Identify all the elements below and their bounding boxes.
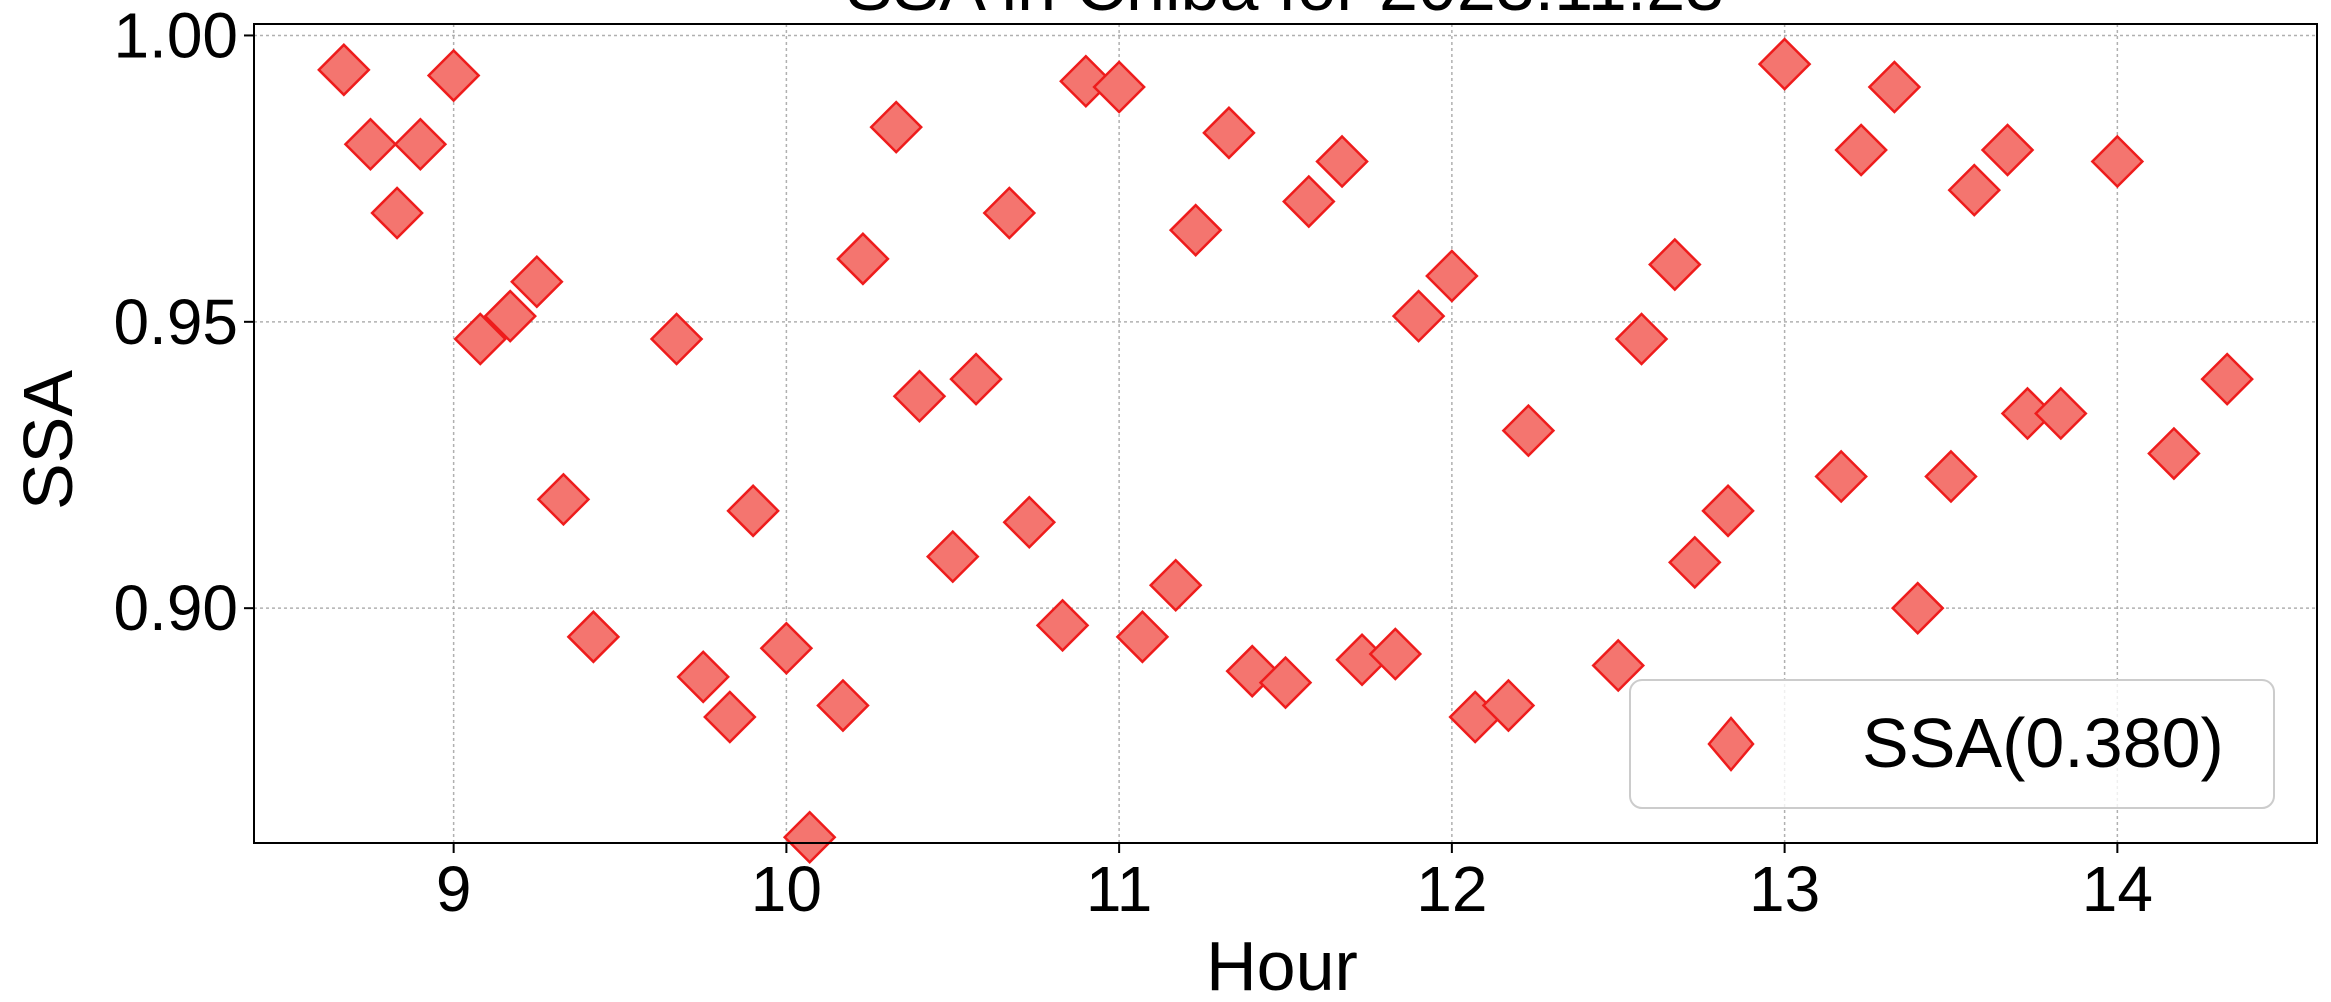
x-tick-label: 13 (1749, 853, 1820, 925)
data-point (510, 254, 564, 309)
x-tick-label: 11 (1086, 853, 1152, 925)
legend-label: SSA(0.380) (1862, 704, 2224, 782)
legend: SSA(0.380) (1629, 679, 2275, 809)
data-point (1368, 627, 1423, 681)
data-point (1258, 655, 1313, 710)
data-points (317, 37, 2254, 865)
data-point (1757, 37, 1812, 91)
legend-box (1629, 679, 2275, 809)
x-axis-label: Hour (1206, 927, 1358, 1002)
grid-lines (254, 24, 2317, 843)
data-point (1668, 535, 1722, 590)
data-point (393, 117, 448, 172)
plot-frame (253, 23, 2318, 844)
data-point (2200, 352, 2254, 406)
data-point (453, 312, 508, 366)
data-point (1148, 558, 1203, 613)
data-point (982, 186, 1037, 240)
data-point (816, 678, 870, 733)
data-point (2090, 134, 2145, 189)
data-point (426, 48, 481, 103)
data-point (536, 472, 591, 527)
data-point (892, 369, 947, 424)
data-point (1591, 638, 1646, 693)
y-axis-ticks: 0.90 0.95 1.00 (113, 0, 254, 644)
x-tick-label: 10 (751, 853, 822, 925)
data-point (1834, 123, 1888, 177)
data-point (1701, 484, 1755, 538)
x-tick-label: 9 (436, 853, 472, 925)
data-point (566, 610, 621, 664)
data-point (1002, 495, 1057, 550)
data-point (782, 810, 837, 865)
x-tick-label: 12 (1416, 853, 1487, 925)
data-point (343, 117, 398, 172)
data-point (1315, 134, 1369, 189)
data-point (1867, 60, 1922, 114)
data-point (759, 621, 814, 676)
data-point (1282, 174, 1336, 229)
data-point (1814, 449, 1868, 504)
y-axis-label: SSA (9, 370, 87, 510)
data-point (370, 186, 424, 240)
y-tick-label: 0.95 (113, 286, 238, 358)
data-point (925, 529, 980, 584)
data-point (1501, 403, 1556, 458)
data-point (1092, 60, 1146, 114)
data-point (949, 352, 1003, 406)
data-point (703, 690, 757, 744)
data-point (676, 650, 730, 704)
data-point (1425, 249, 1479, 303)
data-point (1225, 644, 1279, 698)
legend-marker-diamond (1707, 716, 1755, 772)
x-axis-ticks: 9 10 11 12 13 14 (436, 843, 2153, 925)
data-point (1614, 312, 1669, 366)
data-point (2034, 386, 2088, 441)
data-point (317, 43, 371, 97)
data-point (1648, 237, 1702, 292)
data-point (483, 289, 537, 343)
data-point (1059, 54, 1113, 109)
data-point (836, 232, 890, 286)
data-point (726, 484, 780, 538)
data-point (1890, 581, 1945, 635)
data-point (1115, 610, 1170, 664)
data-point (1168, 203, 1223, 257)
data-point (869, 100, 923, 154)
data-point (1980, 123, 2035, 177)
y-tick-label: 0.90 (113, 572, 238, 644)
data-point (1481, 678, 1536, 733)
chart-title: SSA in Chiba for 2023.11.23 (846, 0, 1724, 25)
data-point (1947, 163, 2002, 217)
data-point (649, 312, 704, 366)
data-point (1202, 106, 1256, 160)
data-point (1035, 598, 1090, 653)
y-tick-label: 1.00 (113, 0, 238, 71)
data-point (2147, 426, 2201, 481)
data-point (1924, 449, 1978, 504)
data-point (1391, 289, 1446, 343)
x-tick-label: 14 (2082, 853, 2153, 925)
